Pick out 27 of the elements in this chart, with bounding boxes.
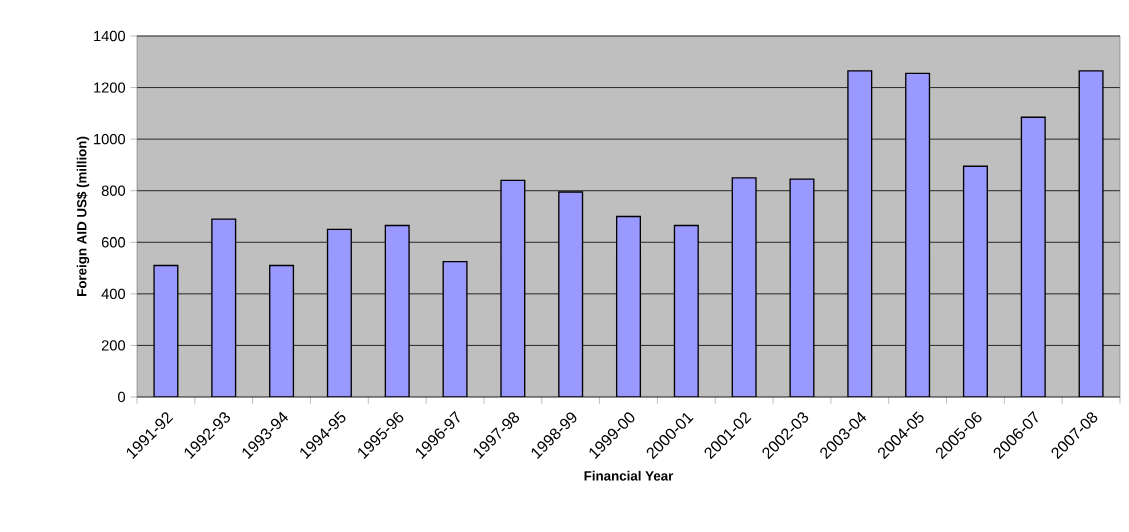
bar xyxy=(326,228,352,397)
y-tick-label: 800 xyxy=(101,185,126,196)
bar xyxy=(384,224,410,397)
bar xyxy=(615,215,642,397)
bar xyxy=(500,179,526,397)
y-tick-label: 1000 xyxy=(94,133,126,145)
bar xyxy=(1020,116,1046,397)
y-tick-label: 400 xyxy=(101,288,126,300)
y-tick-label: 600 xyxy=(101,237,126,248)
bar xyxy=(905,72,931,397)
bar xyxy=(731,177,757,397)
bar xyxy=(847,70,873,397)
bar xyxy=(962,165,988,397)
x-axis-title: Financial Year xyxy=(584,470,674,481)
y-tick-label: 1200 xyxy=(94,82,126,93)
y-axis-title: Foreign AID US$ (million) xyxy=(76,136,90,296)
bar xyxy=(153,264,179,397)
bar xyxy=(211,218,237,397)
bar xyxy=(558,191,584,397)
y-tick-label: 0 xyxy=(118,391,126,403)
bar xyxy=(269,264,295,397)
bar xyxy=(673,224,699,397)
bar xyxy=(1078,70,1104,397)
y-tick-label: 200 xyxy=(101,340,126,351)
y-tick-label: 1400 xyxy=(94,30,126,42)
bar xyxy=(789,178,815,397)
bar xyxy=(442,260,468,397)
